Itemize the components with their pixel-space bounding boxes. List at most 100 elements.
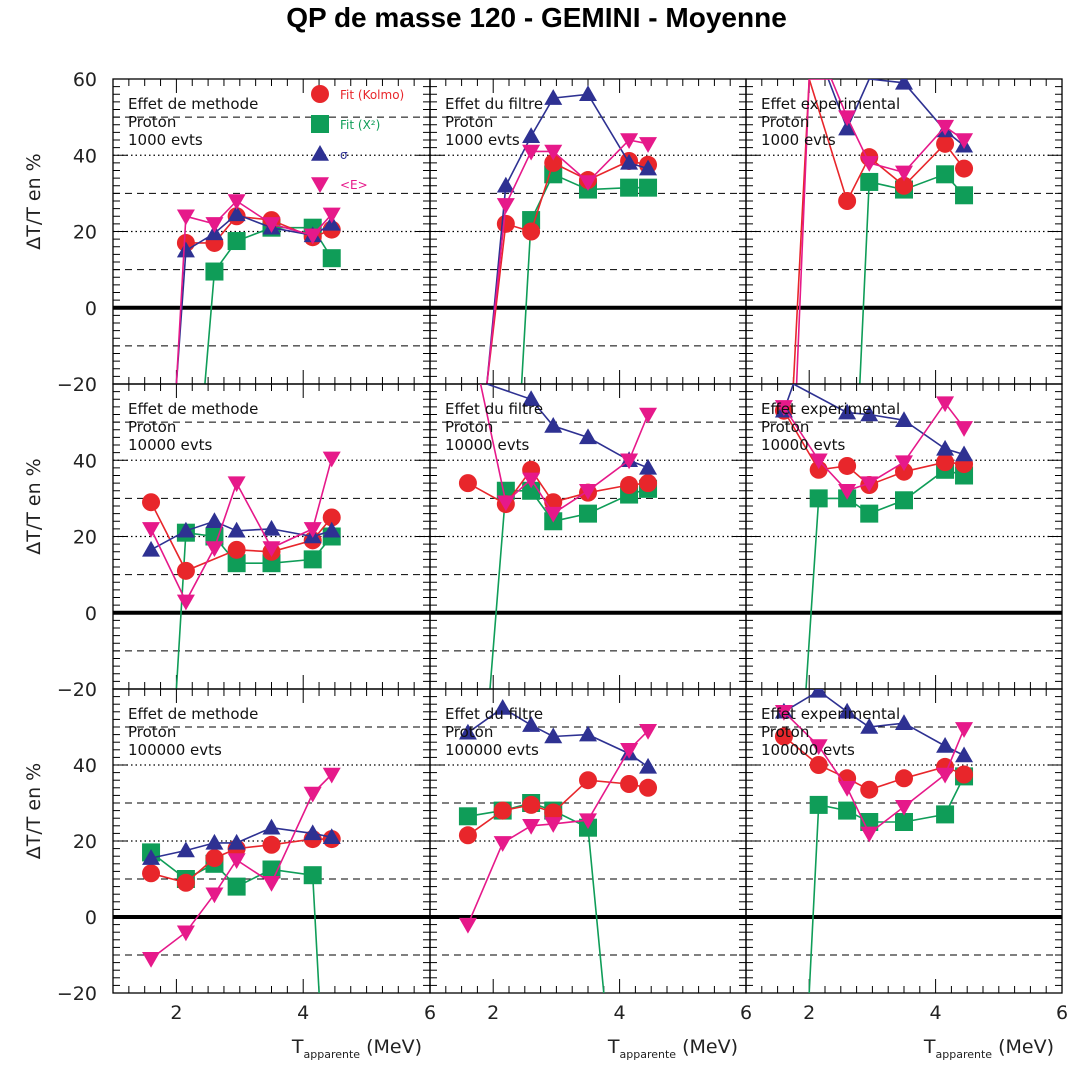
marker-triangle-up [639, 458, 658, 475]
marker-triangle-down [142, 522, 161, 538]
y-tick-label: 40 [73, 145, 97, 167]
x-axis-title: Tapparente (MeV) [291, 1036, 422, 1061]
panel-label: Effet du filtre [445, 705, 543, 723]
y-axis-title: ΔT/T en % [23, 763, 45, 859]
panel-series [774, 384, 974, 689]
marker-square [860, 504, 879, 523]
marker-triangle-down [205, 217, 224, 233]
panel-label: Effet de methode [128, 400, 258, 418]
y-tick-label: 40 [73, 450, 97, 472]
marker-triangle-up [458, 723, 477, 740]
y-tick-label: 0 [85, 603, 97, 625]
marker-triangle-down [860, 826, 879, 843]
marker-square [205, 527, 224, 546]
panel-label: 10000 evts [761, 436, 845, 454]
legend-label-kolmo: Fit (Kolmo) [340, 88, 404, 102]
marker-triangle-down [639, 137, 658, 153]
x-tick-label: 2 [170, 1002, 182, 1024]
y-tick-label: 0 [85, 907, 97, 929]
marker-triangle-up [936, 439, 955, 456]
marker-square [838, 801, 857, 820]
marker-circle [522, 795, 541, 814]
marker-triangle-down [227, 853, 246, 869]
marker-triangle-down [322, 767, 341, 784]
marker-triangle-up [579, 725, 597, 742]
y-axis-title: ΔT/T en % [23, 153, 45, 249]
marker-square [860, 813, 879, 831]
panel-series [142, 451, 341, 689]
marker-triangle-down [322, 207, 341, 224]
marker-triangle-up [227, 521, 246, 538]
marker-triangle-down [496, 495, 515, 512]
panel-label: Effet de methode [128, 95, 258, 113]
marker-triangle-down [176, 209, 195, 226]
series-line-chi2 [805, 468, 965, 689]
marker-triangle-up [936, 737, 955, 753]
marker-square [311, 115, 329, 133]
y-tick-label: −20 [57, 679, 97, 701]
y-tick-label: −20 [57, 374, 97, 396]
marker-triangle-up [895, 79, 913, 90]
marker-triangle-up [579, 428, 597, 445]
marker-circle [493, 801, 512, 820]
series-line-chi2 [859, 173, 965, 384]
marker-circle [955, 765, 974, 784]
marker-triangle-down [205, 887, 224, 904]
marker-circle [205, 849, 224, 868]
marker-circle [774, 727, 793, 746]
panel-label: Proton [445, 723, 493, 741]
marker-triangle-up [303, 824, 322, 841]
panel-label: 100000 evts [445, 741, 539, 759]
marker-circle [176, 873, 195, 892]
marker-square [579, 504, 597, 523]
y-tick-label: 20 [73, 222, 97, 244]
marker-square [227, 554, 246, 573]
marker-circle [620, 476, 639, 495]
marker-triangle-down [496, 198, 515, 214]
marker-circle [639, 474, 658, 493]
marker-circle [176, 561, 195, 580]
panel-label: 100000 evts [128, 741, 222, 759]
marker-triangle-down [955, 133, 974, 149]
y-tick-label: 20 [73, 527, 97, 549]
panel-label: Effet du filtre [445, 400, 543, 418]
panel-label: Effet experimental [761, 400, 900, 418]
marker-triangle-down [544, 506, 563, 523]
marker-triangle-down [544, 817, 563, 833]
panel-label: Proton [445, 113, 493, 131]
marker-circle [936, 134, 955, 153]
x-tick-label: 4 [930, 1002, 942, 1024]
marker-circle [227, 540, 246, 559]
marker-triangle-down [522, 472, 541, 489]
marker-triangle-down [311, 177, 329, 193]
marker-triangle-up [544, 89, 563, 105]
marker-triangle-up [142, 540, 161, 557]
marker-triangle-down [895, 800, 913, 816]
panel-label: Proton [445, 418, 493, 436]
marker-circle [522, 222, 541, 241]
marker-square [936, 805, 955, 824]
marker-triangle-up [311, 145, 329, 161]
panel-label: 1000 evts [761, 131, 836, 149]
panel-label: Effet de methode [128, 705, 258, 723]
marker-triangle-down [620, 133, 639, 149]
marker-triangle-up [809, 689, 828, 698]
marker-triangle-down [493, 836, 512, 852]
marker-square [205, 262, 224, 281]
series-line-chi2 [520, 173, 648, 384]
marker-triangle-up [544, 416, 563, 433]
marker-circle [142, 493, 161, 512]
panel-label: Effet experimental [761, 705, 900, 723]
marker-circle [809, 756, 828, 774]
marker-triangle-up [639, 159, 658, 176]
panel-label: Proton [128, 723, 176, 741]
marker-triangle-up [262, 818, 281, 835]
marker-triangle-down [936, 767, 955, 784]
marker-circle [311, 85, 329, 103]
marker-circle [262, 835, 281, 854]
marker-triangle-down [620, 453, 639, 470]
y-tick-label: 40 [73, 755, 97, 777]
